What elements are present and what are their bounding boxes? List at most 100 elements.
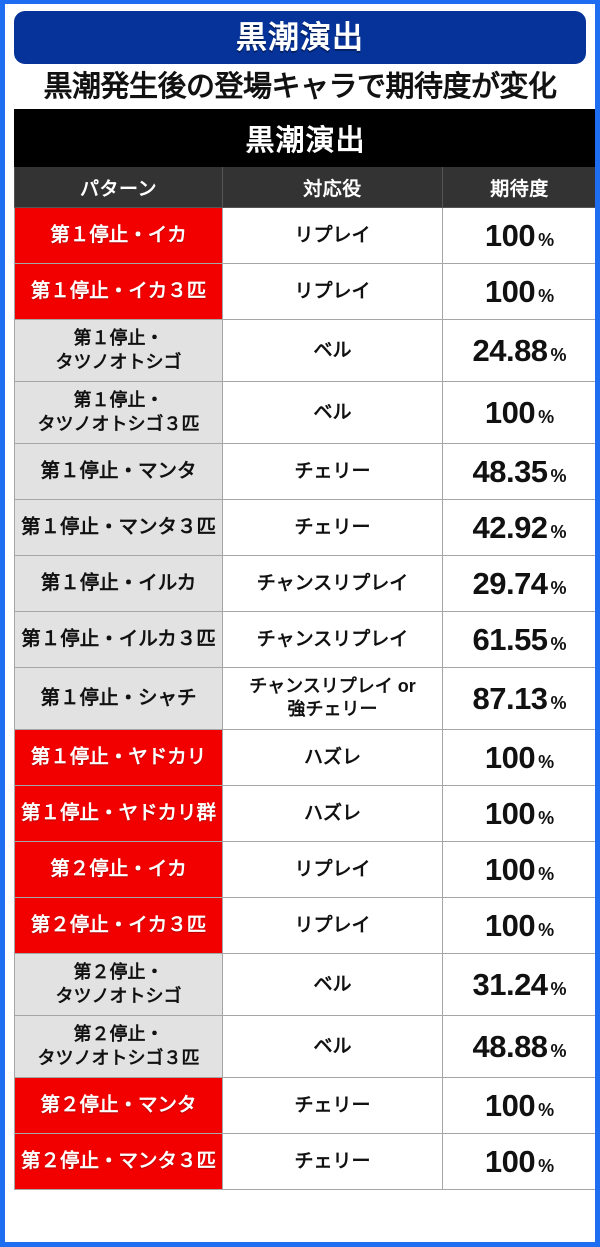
rate-value: 100 xyxy=(484,1087,536,1123)
cell-rate: 100% xyxy=(441,1133,595,1191)
cell-role: リプレイ xyxy=(222,841,443,899)
cell-rate: 100% xyxy=(441,263,595,321)
cell-rate: 87.13% xyxy=(441,667,595,731)
rate-percent-sign: % xyxy=(550,978,567,999)
rate-percent-sign: % xyxy=(538,406,555,427)
rate-value: 42.92 xyxy=(472,509,548,545)
cell-pattern: 第１停止・ヤドカリ xyxy=(14,729,223,787)
rate-value: 100 xyxy=(484,273,536,309)
cell-role: チェリー xyxy=(222,443,443,501)
banner-container: 黒潮演出 xyxy=(5,4,595,64)
cell-rate: 100% xyxy=(441,1077,595,1135)
cell-role: チャンスリプレイ or 強チェリー xyxy=(222,667,443,731)
cell-pattern: 第１停止・シャチ xyxy=(14,667,223,731)
cell-pattern: 第１停止・マンタ３匹 xyxy=(14,499,223,557)
column-header-pattern: パターン xyxy=(14,166,223,209)
rate-percent-sign: % xyxy=(550,344,567,365)
cell-role: チャンスリプレイ xyxy=(222,611,443,669)
cell-pattern: 第１停止・ タツノオトシゴ xyxy=(14,319,223,383)
cell-pattern: 第１停止・ヤドカリ群 xyxy=(14,785,223,843)
table-row: 第１停止・イルカ チャンスリプレイ 29.74% xyxy=(14,555,595,613)
cell-rate: 29.74% xyxy=(441,555,595,613)
rate-value: 29.74 xyxy=(472,565,548,601)
cell-role: チェリー xyxy=(222,1133,443,1191)
table-header-row: パターン 対応役 期待度 xyxy=(14,166,595,209)
rate-value: 100 xyxy=(484,217,536,253)
rate-value: 31.24 xyxy=(472,966,548,1002)
rate-percent-sign: % xyxy=(550,692,567,713)
cell-role: チャンスリプレイ xyxy=(222,555,443,613)
table-title-row: 黒潮演出 xyxy=(13,109,595,168)
rate-percent-sign: % xyxy=(550,1040,567,1061)
expectation-table: 黒潮演出 パターン 対応役 期待度 第１停止・イカ リプレイ 100% 第１停止・イカ… xyxy=(13,109,595,1191)
rate-percent-sign: % xyxy=(538,919,555,940)
table-row: 第２停止・イカ３匹 リプレイ 100% xyxy=(14,897,595,955)
cell-rate: 100% xyxy=(441,841,595,899)
rate-percent-sign: % xyxy=(538,1099,555,1120)
column-header-rate: 期待度 xyxy=(441,166,595,209)
cell-pattern: 第１停止・イカ３匹 xyxy=(14,263,223,321)
cell-rate: 48.35% xyxy=(441,443,595,501)
rate-value: 100 xyxy=(484,907,536,943)
rate-value: 48.35 xyxy=(472,453,548,489)
rate-value: 100 xyxy=(484,1143,536,1179)
cell-rate: 100% xyxy=(441,785,595,843)
rate-value: 61.55 xyxy=(472,621,548,657)
table-row: 第１停止・シャチ チャンスリプレイ or 強チェリー 87.13% xyxy=(14,667,595,731)
cell-role: リプレイ xyxy=(222,263,443,321)
cell-role: チェリー xyxy=(222,499,443,557)
cell-pattern: 第１停止・イルカ xyxy=(14,555,223,613)
banner: 黒潮演出 xyxy=(14,11,586,64)
rate-percent-sign: % xyxy=(538,285,555,306)
cell-role: ベル xyxy=(222,1015,443,1079)
rate-percent-sign: % xyxy=(538,863,555,884)
cell-pattern: 第１停止・イカ xyxy=(14,207,223,265)
table-row: 第２停止・ タツノオトシゴ３匹 ベル 48.88% xyxy=(14,1015,595,1079)
cell-pattern: 第１停止・イルカ３匹 xyxy=(14,611,223,669)
rate-value: 24.88 xyxy=(472,332,548,368)
rate-percent-sign: % xyxy=(538,1155,555,1176)
cell-rate: 100% xyxy=(441,729,595,787)
rate-percent-sign: % xyxy=(550,633,567,654)
cell-pattern: 第２停止・ タツノオトシゴ xyxy=(14,953,223,1017)
column-header-role: 対応役 xyxy=(222,166,443,209)
rate-percent-sign: % xyxy=(550,465,567,486)
cell-role: ベル xyxy=(222,381,443,445)
cell-rate: 100% xyxy=(441,897,595,955)
cell-rate: 24.88% xyxy=(441,319,595,383)
table-container: 黒潮演出 パターン 対応役 期待度 第１停止・イカ リプレイ 100% 第１停止・イカ… xyxy=(5,109,595,1195)
rate-percent-sign: % xyxy=(550,521,567,542)
table-row: 第１停止・イルカ３匹 チャンスリプレイ 61.55% xyxy=(14,611,595,669)
table-row: 第１停止・イカ３匹 リプレイ 100% xyxy=(14,263,595,321)
cell-role: ハズレ xyxy=(222,729,443,787)
table-row: 第１停止・マンタ３匹 チェリー 42.92% xyxy=(14,499,595,557)
subtitle-text: 黒潮発生後の登場キャラで期待度が変化 xyxy=(43,71,557,103)
cell-pattern: 第２停止・マンタ xyxy=(14,1077,223,1135)
table-row: 第２停止・マンタ チェリー 100% xyxy=(14,1077,595,1135)
table-row: 第１停止・ タツノオトシゴ ベル 24.88% xyxy=(14,319,595,383)
table-row: 第１停止・ タツノオトシゴ３匹 ベル 100% xyxy=(14,381,595,445)
cell-role: ハズレ xyxy=(222,785,443,843)
cell-role: リプレイ xyxy=(222,207,443,265)
cell-rate: 42.92% xyxy=(441,499,595,557)
cell-pattern: 第２停止・マンタ３匹 xyxy=(14,1133,223,1191)
cell-pattern: 第１停止・ タツノオトシゴ３匹 xyxy=(14,381,223,445)
cell-rate: 61.55% xyxy=(441,611,595,669)
cell-pattern: 第２停止・イカ xyxy=(14,841,223,899)
table-body: 黒潮演出 パターン 対応役 期待度 第１停止・イカ リプレイ 100% 第１停止・イカ… xyxy=(13,109,595,1191)
table-row: 第１停止・イカ リプレイ 100% xyxy=(14,207,595,265)
cell-rate: 100% xyxy=(441,381,595,445)
rate-percent-sign: % xyxy=(538,229,555,250)
rate-value: 100 xyxy=(484,739,536,775)
table-row: 第１停止・マンタ チェリー 48.35% xyxy=(14,443,595,501)
table-row: 第１停止・ヤドカリ群 ハズレ 100% xyxy=(14,785,595,843)
table-row: 第２停止・マンタ３匹 チェリー 100% xyxy=(14,1133,595,1191)
cell-role: ベル xyxy=(222,319,443,383)
cell-rate: 100% xyxy=(441,207,595,265)
rate-value: 87.13 xyxy=(472,680,548,716)
cell-pattern: 第２停止・イカ３匹 xyxy=(14,897,223,955)
rate-value: 100 xyxy=(484,851,536,887)
table-row: 第２停止・ タツノオトシゴ ベル 31.24% xyxy=(14,953,595,1017)
cell-pattern: 第２停止・ タツノオトシゴ３匹 xyxy=(14,1015,223,1079)
table-row: 第１停止・ヤドカリ ハズレ 100% xyxy=(14,729,595,787)
